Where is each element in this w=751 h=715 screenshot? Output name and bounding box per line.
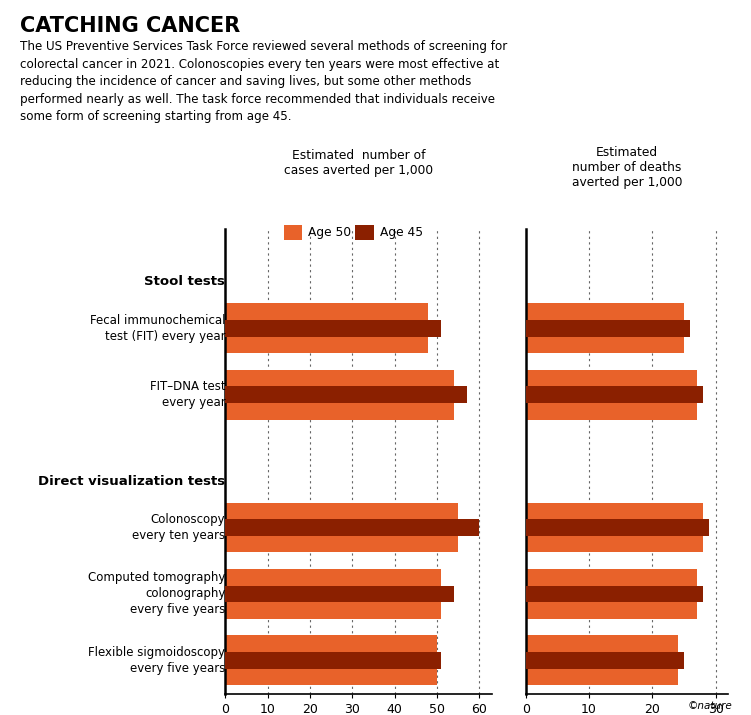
- Text: Direct visualization tests: Direct visualization tests: [38, 475, 225, 488]
- Bar: [225, 586, 454, 602]
- Bar: [225, 636, 437, 685]
- Text: Colonoscopy
every ten years: Colonoscopy every ten years: [132, 513, 225, 542]
- Bar: [526, 387, 703, 403]
- Bar: [225, 303, 428, 353]
- Bar: [526, 586, 703, 602]
- Bar: [526, 320, 690, 337]
- Bar: [225, 370, 454, 420]
- Bar: [225, 519, 479, 536]
- Bar: [526, 303, 684, 353]
- Text: FIT–DNA test
every year: FIT–DNA test every year: [149, 380, 225, 409]
- Text: ©nature: ©nature: [687, 701, 732, 711]
- Bar: [225, 387, 466, 403]
- Text: The US Preventive Services Task Force reviewed several methods of screening for
: The US Preventive Services Task Force re…: [20, 40, 508, 123]
- Bar: [526, 636, 678, 685]
- Bar: [225, 652, 441, 669]
- Bar: [526, 569, 697, 619]
- Bar: [225, 569, 441, 619]
- Bar: [526, 652, 684, 669]
- Text: Fecal immunochemical
test (FIT) every year: Fecal immunochemical test (FIT) every ye…: [90, 314, 225, 343]
- Bar: [526, 370, 697, 420]
- Text: Age 45: Age 45: [380, 226, 423, 239]
- Text: CATCHING CANCER: CATCHING CANCER: [20, 16, 240, 36]
- Bar: [526, 503, 703, 553]
- Text: Estimated  number of
cases averted per 1,000: Estimated number of cases averted per 1,…: [284, 149, 433, 177]
- Text: Stool tests: Stool tests: [144, 275, 225, 288]
- Text: Estimated
number of deaths
averted per 1,000: Estimated number of deaths averted per 1…: [572, 147, 683, 189]
- Text: Computed tomography
colonography
every five years: Computed tomography colonography every f…: [88, 571, 225, 616]
- Bar: [225, 320, 441, 337]
- Text: Flexible sigmoidoscopy
every five years: Flexible sigmoidoscopy every five years: [89, 646, 225, 675]
- Text: Age 50: Age 50: [309, 226, 351, 239]
- Bar: [526, 519, 710, 536]
- Bar: [225, 503, 458, 553]
